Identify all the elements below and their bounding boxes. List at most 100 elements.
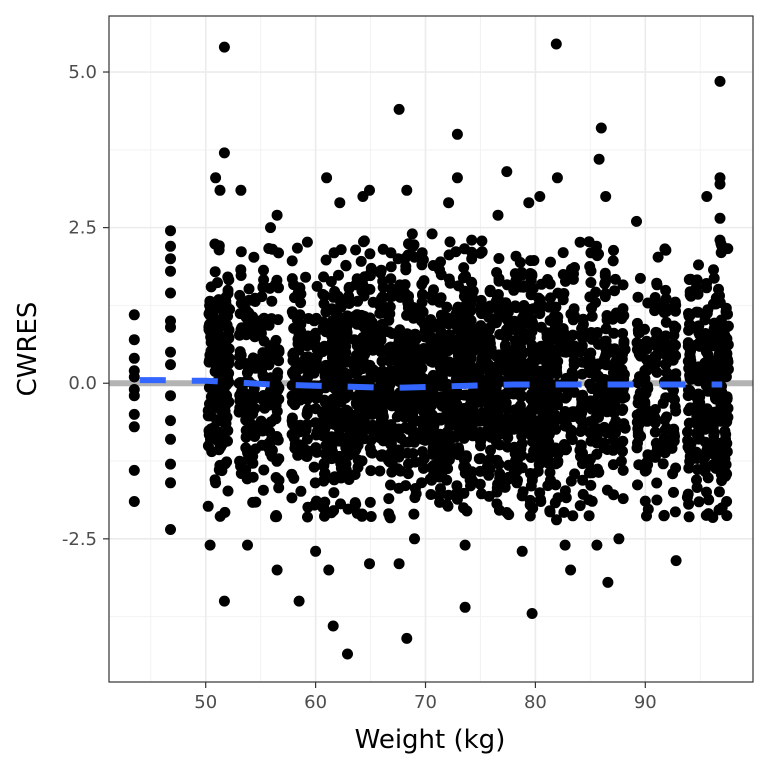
data-point	[128, 421, 140, 433]
data-point	[660, 284, 672, 296]
data-point	[451, 128, 463, 140]
data-point	[349, 436, 361, 448]
data-point	[341, 328, 353, 340]
data-point	[383, 326, 395, 338]
data-point	[310, 417, 322, 429]
data-point	[668, 428, 680, 440]
data-point	[222, 288, 234, 300]
data-point	[165, 253, 176, 265]
data-point	[569, 468, 581, 480]
data-point	[714, 178, 726, 190]
data-point	[457, 425, 469, 437]
data-point	[291, 242, 303, 254]
data-point	[416, 477, 428, 489]
data-point	[476, 235, 488, 247]
data-point	[591, 240, 602, 252]
data-point	[271, 564, 283, 576]
data-point	[417, 306, 429, 318]
data-point	[424, 430, 436, 442]
data-point	[364, 359, 376, 371]
data-point	[515, 281, 527, 293]
data-point	[475, 294, 487, 306]
data-point	[668, 486, 679, 498]
data-point	[222, 330, 234, 342]
data-point	[509, 300, 521, 312]
data-point	[584, 261, 596, 272]
data-point	[693, 259, 704, 271]
data-point	[721, 446, 733, 458]
data-point	[550, 38, 562, 50]
data-point	[223, 274, 235, 286]
data-point	[601, 427, 613, 439]
data-point	[649, 417, 661, 429]
data-point	[340, 260, 352, 272]
x-axis: 50 60 70 80 90	[194, 682, 657, 713]
data-point	[542, 336, 554, 348]
data-point	[708, 429, 720, 441]
data-point	[248, 321, 260, 333]
data-point	[701, 486, 712, 498]
data-point	[669, 296, 681, 308]
data-point	[609, 273, 621, 285]
data-point	[551, 514, 562, 526]
data-point	[269, 279, 281, 290]
data-point	[365, 267, 377, 279]
data-point	[342, 648, 353, 660]
data-point	[425, 382, 436, 394]
data-point	[128, 309, 140, 321]
data-point	[474, 432, 486, 444]
data-points	[128, 38, 734, 660]
data-point	[392, 356, 403, 367]
data-point	[592, 463, 603, 475]
data-point	[466, 234, 478, 246]
data-point	[165, 390, 176, 402]
data-point	[409, 492, 421, 504]
data-point	[577, 313, 589, 325]
data-point	[272, 314, 284, 326]
data-point	[209, 266, 221, 278]
data-point	[516, 462, 528, 474]
data-point	[128, 408, 140, 420]
data-point	[317, 497, 329, 509]
data-point	[583, 510, 595, 522]
data-point	[551, 334, 563, 346]
data-point	[615, 455, 627, 467]
data-point	[320, 254, 332, 266]
data-point	[533, 353, 545, 365]
data-point	[567, 314, 579, 326]
data-point	[683, 274, 695, 285]
data-point	[401, 184, 413, 196]
data-point	[365, 434, 377, 446]
data-point	[433, 332, 445, 344]
data-point	[491, 436, 502, 448]
data-point	[639, 398, 651, 410]
data-point	[475, 320, 487, 332]
data-point	[385, 438, 397, 450]
data-point	[258, 464, 270, 476]
data-point	[301, 236, 313, 248]
data-point	[221, 456, 233, 468]
data-point	[317, 346, 329, 358]
data-point	[434, 455, 445, 467]
data-point	[443, 273, 455, 285]
data-point	[270, 334, 282, 346]
data-point	[607, 255, 619, 267]
data-point	[585, 479, 597, 491]
data-point	[651, 477, 663, 489]
data-point	[652, 251, 664, 263]
data-point	[485, 444, 496, 456]
data-point	[426, 462, 437, 473]
data-point	[545, 256, 556, 268]
data-point	[408, 430, 420, 442]
data-point	[221, 411, 233, 423]
data-point	[450, 246, 462, 258]
data-point	[384, 456, 396, 468]
data-point	[490, 384, 502, 396]
data-point	[560, 492, 572, 504]
x-tick-label: 80	[524, 692, 547, 713]
y-tick-label: 0.0	[68, 373, 97, 394]
data-point	[417, 405, 429, 417]
data-point	[492, 209, 504, 221]
data-point	[569, 262, 580, 273]
data-point	[385, 247, 397, 259]
